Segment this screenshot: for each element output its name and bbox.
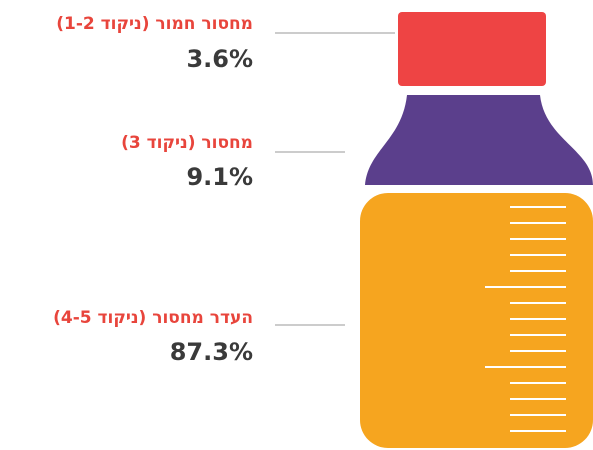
bottle-body — [360, 193, 593, 448]
value-label: 87.3% — [170, 338, 253, 366]
category-label: מחסור חמור (ניקוד 1-2) — [56, 14, 253, 34]
bottle-neck — [365, 95, 593, 185]
infographic: מחסור חמור (ניקוד 1-2) 3.6% מחסור (ניקוד 3… — [0, 0, 593, 450]
value-label: 3.6% — [186, 45, 253, 73]
category-label: מחסור (ניקוד 3) — [121, 133, 253, 153]
value-label: 9.1% — [186, 163, 253, 191]
bottle-cap — [398, 12, 546, 86]
category-label: העדר מחסור (ניקוד 4-5) — [53, 308, 253, 328]
